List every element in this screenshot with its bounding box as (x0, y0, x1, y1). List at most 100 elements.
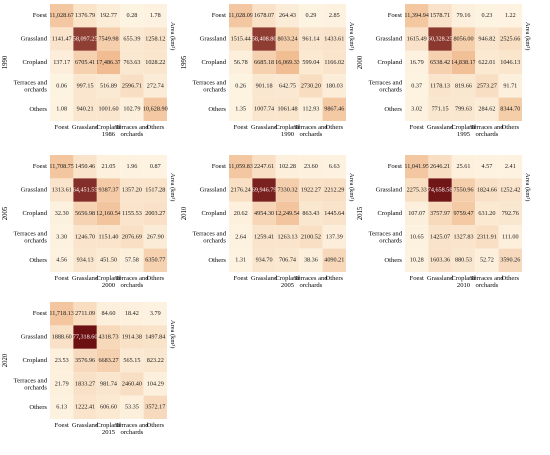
heatmap-cell (143, 50, 167, 75)
column-label-others: Others (326, 124, 344, 131)
row-label-cropland: Cropland (201, 59, 226, 66)
column-label-others: Others (147, 422, 165, 429)
heatmap-cell (143, 155, 167, 179)
cell-value-label: 2573.27 (477, 82, 497, 89)
heatmap-cell (96, 201, 121, 226)
cell-value-label: 23.60 (304, 163, 318, 170)
cell-value-label: 20.62 (234, 210, 248, 217)
column-label-terraces-and-orchards: Terraces and orchards (115, 275, 149, 289)
cell-value-label: 3.02 (411, 106, 422, 113)
cell-value-label: 180.03 (326, 82, 343, 89)
heatmap-cell (405, 201, 429, 226)
cell-value-label: 631.20 (478, 210, 495, 217)
cell-value-label: 1046.13 (500, 59, 520, 66)
row-year-label: 1995 (181, 55, 188, 69)
heatmap-panel-2005: 11,708.75 1450.46 21.05 1.96 0.87 1313.61 64,4… (2, 155, 176, 289)
row-label-grassland: Grassland (21, 334, 48, 341)
column-year-label: 1995 (457, 131, 471, 138)
heatmap-cell (322, 74, 346, 98)
cell-value-label: 9387.37 (98, 187, 118, 194)
heatmap-cell (405, 4, 429, 28)
heatmap-cell (50, 395, 74, 419)
cell-value-label: 1615.49 (407, 36, 427, 43)
heatmap-cell (252, 4, 276, 28)
heatmap-cell (299, 178, 323, 202)
heatmap-cell (299, 201, 323, 226)
cell-value-label: 16.79 (410, 59, 424, 66)
heatmap-cell (96, 372, 121, 396)
heatmap-cell (120, 97, 144, 121)
heatmap-cell (143, 201, 167, 226)
cell-value-label: 451.50 (100, 257, 117, 264)
heatmap-cell (96, 97, 121, 121)
cell-value-label: 7550.96 (453, 187, 473, 194)
column-label-terraces-and-orchards: Terraces and orchards (470, 275, 504, 289)
heatmap-cell (498, 155, 522, 179)
heatmap-cell (405, 97, 429, 121)
cell-value-label: 1166.02 (324, 59, 344, 66)
row-label-terraces-and-orchards: Terraces and orchards (14, 79, 48, 93)
cell-value-label: 3572.17 (145, 404, 165, 411)
cell-value-label: 1357.20 (122, 187, 142, 194)
column-year-label: 2010 (457, 282, 471, 289)
cell-value-label: 3.30 (56, 233, 67, 240)
cell-value-label: 0.23 (481, 12, 492, 19)
row-label-others: Others (29, 404, 47, 411)
heatmap-cell (120, 27, 144, 51)
cell-value-label: 1445.64 (324, 210, 344, 217)
row-label-others: Others (208, 106, 226, 113)
row-label-foest: Foest (212, 12, 226, 19)
cell-value-label: 819.66 (455, 82, 472, 89)
row-label-others: Others (29, 106, 47, 113)
cell-value-label: 137.17 (53, 59, 70, 66)
heatmap-cell (252, 74, 276, 98)
heatmap-cell (299, 97, 323, 121)
cell-value-label: 4954.30 (254, 210, 274, 217)
cell-value-label: 0.06 (56, 82, 67, 89)
heatmap-cell (96, 225, 121, 249)
cell-value-label: 946.82 (478, 36, 495, 43)
cell-value-label: 18.42 (125, 310, 139, 317)
heatmap-cell (143, 372, 167, 396)
cell-value-label: 1515.44 (231, 36, 251, 43)
cell-value-label: 1246.70 (75, 233, 95, 240)
column-label-cropland: Cropland (96, 422, 121, 429)
heatmap-cell (229, 178, 253, 202)
column-label-terraces-and-orchards: Terraces and orchards (115, 124, 149, 138)
heatmap-cell (229, 4, 253, 28)
cell-value-label: 11,028.67 (49, 12, 74, 19)
row-label-foest: Foest (33, 163, 47, 170)
heatmap-cell (96, 302, 121, 326)
cell-value-label: 1833.27 (75, 380, 95, 387)
column-label-cropland: Cropland (275, 275, 300, 282)
heatmap-cell (50, 155, 74, 179)
cell-value-label: 3590.26 (500, 257, 520, 264)
cell-value-label: 10.65 (410, 233, 424, 240)
cell-value-label: 1151.40 (99, 233, 119, 240)
area-unit-label: Area (km²) (524, 22, 531, 50)
cell-value-label: 1061.48 (277, 106, 297, 113)
cell-value-label: 3.79 (150, 310, 161, 317)
cell-value-label: 74,658.58 (428, 187, 453, 194)
row-label-cropland: Cropland (22, 210, 47, 217)
heatmap-cell (143, 4, 167, 28)
cell-value-label: 7330.32 (277, 187, 297, 194)
column-year-label: 1986 (102, 131, 116, 138)
cell-value-label: 57.58 (125, 257, 139, 264)
heatmap-cell (73, 178, 97, 202)
heatmap-cell (50, 372, 74, 396)
cell-value-label: 823.22 (147, 357, 164, 364)
heatmap-cell (405, 74, 429, 98)
heatmap-cell (143, 178, 167, 202)
heatmap-cell (498, 74, 522, 98)
area-unit-label: Area (km²) (169, 320, 176, 348)
heatmap-cell (498, 97, 522, 121)
cell-value-label: 2212.29 (324, 187, 344, 194)
heatmap-cell (299, 27, 323, 51)
heatmap-panel-2015: 11,041.95 2646.21 25.61 4.57 2.41 2275.33 74,6… (357, 155, 531, 289)
cell-value-label: 1.22 (505, 12, 516, 19)
heatmap-cell (73, 248, 97, 272)
row-label-cropland: Cropland (377, 210, 402, 217)
heatmap-cell (120, 248, 144, 272)
